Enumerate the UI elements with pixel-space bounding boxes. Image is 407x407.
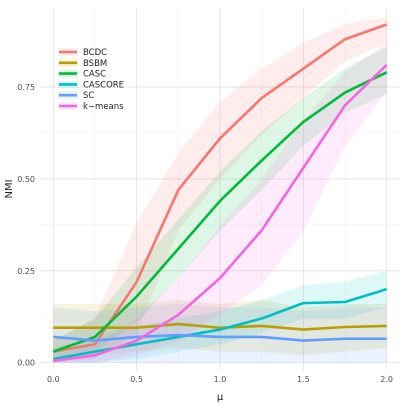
line-k−means <box>53 64 388 363</box>
y-tick-label: 0.00 <box>17 359 35 368</box>
legend-label: BSBM <box>83 59 107 69</box>
x-tick-label: 1.0 <box>214 375 227 384</box>
x-axis-title: μ <box>217 392 224 403</box>
y-axis-title: NMI <box>4 179 15 198</box>
band-BCDC <box>53 17 387 363</box>
y-tick-label: 0.50 <box>17 175 35 184</box>
legend-label: BCDC <box>83 48 107 58</box>
x-tick-labels: 0.0 0.5 1.0 1.5 2.0 <box>47 375 393 384</box>
x-tick-label: 0.5 <box>130 375 143 384</box>
y-tick-label: 0.25 <box>17 267 35 276</box>
legend-label: SC <box>83 91 94 101</box>
line-SC <box>53 333 387 342</box>
x-tick-label: 2.0 <box>380 375 393 384</box>
legend-label: k−means <box>83 102 124 112</box>
line-CASC <box>52 71 388 353</box>
line-BSBM <box>53 322 387 331</box>
x-tick-label: 0.0 <box>47 375 60 384</box>
x-tick-label: 1.5 <box>297 375 310 384</box>
band-SC <box>53 303 387 363</box>
legend-label: CASCORE <box>83 80 124 90</box>
y-tick-label: 0.75 <box>17 83 35 92</box>
series-lines <box>52 23 388 363</box>
y-tick-labels: 0.00 0.25 0.50 0.75 <box>17 83 35 368</box>
legend-label: CASC <box>83 70 106 80</box>
